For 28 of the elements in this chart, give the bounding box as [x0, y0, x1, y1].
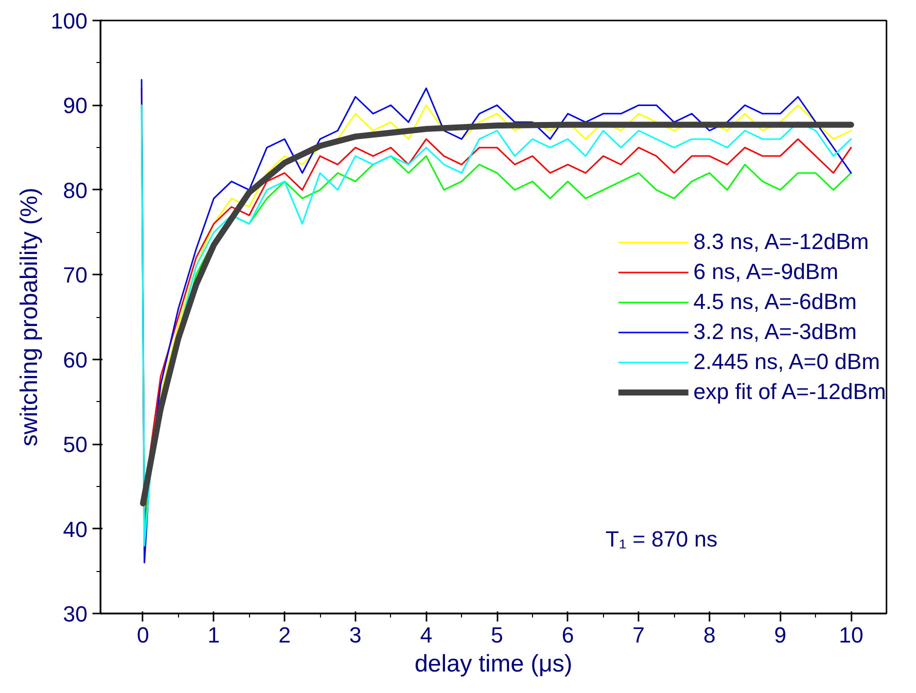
- x-tick-label: 6: [562, 622, 574, 648]
- x-tick-label: 10: [838, 622, 864, 648]
- y-axis-title: switching probability (%): [16, 188, 43, 446]
- legend-label: 3.2 ns, A=-3dBm: [693, 318, 857, 346]
- annotation: T₁ = 870 ns: [606, 526, 718, 552]
- x-tick-label: 7: [632, 622, 645, 648]
- x-tick-label: 4: [420, 622, 432, 648]
- y-tick-label: 40: [63, 516, 88, 542]
- legend-label: 2.445 ns, A=0 dBm: [693, 348, 880, 376]
- y-tick-label: 80: [63, 178, 88, 203]
- legend-label: exp fit of A=-12dBm: [693, 378, 886, 406]
- legend-label: 4.5 ns, A=-6dBm: [693, 288, 857, 316]
- legend-label: 6 ns, A=-9dBm: [693, 258, 838, 286]
- x-tick-label: 0: [136, 622, 150, 648]
- legend-label: 8.3 ns, A=-12dBm: [693, 228, 869, 256]
- y-tick-label: 50: [63, 432, 88, 458]
- y-tick-label: 60: [63, 347, 88, 372]
- x-tick-label: 8: [703, 622, 716, 648]
- x-tick-label: 9: [774, 622, 786, 648]
- x-tick-label: 5: [490, 622, 504, 648]
- y-tick-label: 90: [63, 93, 88, 118]
- x-tick-label: 2: [278, 622, 291, 648]
- y-tick-label: 100: [50, 8, 88, 34]
- y-tick-label: 30: [63, 602, 88, 626]
- x-tick-label: 3: [349, 622, 362, 648]
- x-tick-label: 1: [208, 622, 220, 648]
- y-tick-label: 70: [63, 262, 88, 288]
- x-axis-title: delay time (μs): [414, 650, 572, 678]
